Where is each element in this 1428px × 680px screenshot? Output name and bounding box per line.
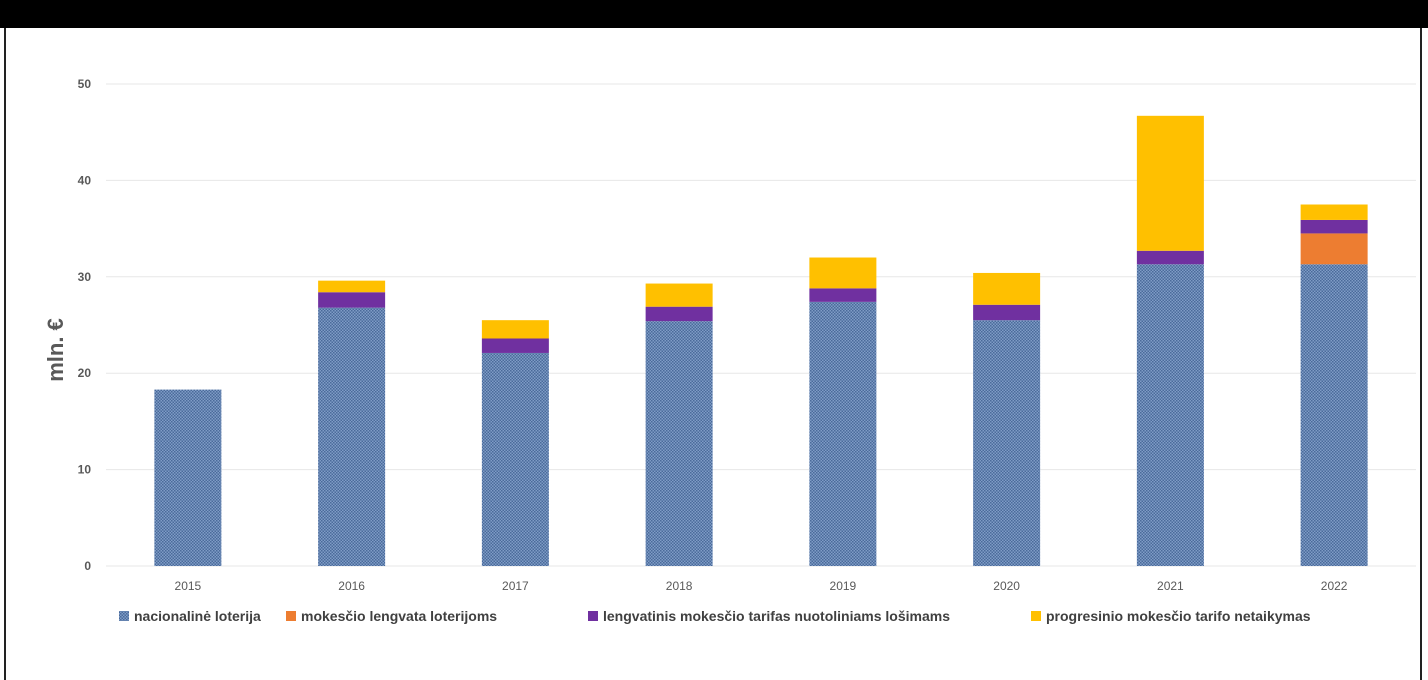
legend: nacionalinė loterija mokesčio lengvata lo… xyxy=(119,608,1311,624)
bar-segment xyxy=(481,352,549,566)
x-tick-label: 2015 xyxy=(175,579,202,593)
x-tick-label: 2022 xyxy=(1321,579,1348,593)
bar-segment xyxy=(645,321,713,566)
x-tick-label: 2017 xyxy=(502,579,529,593)
y-tick-label: 10 xyxy=(78,463,92,477)
bar-segment xyxy=(1300,219,1368,234)
bar-segment xyxy=(318,280,386,293)
legend-label: mokesčio lengvata loterijoms xyxy=(301,608,497,624)
x-tick-label: 2020 xyxy=(993,579,1020,593)
gridlines xyxy=(106,83,1416,567)
bar-segment xyxy=(1136,250,1204,265)
bar-segment xyxy=(1300,264,1368,566)
stacked-bar-chart: 0 10 20 30 40 50 2015 2016 2017 2018 2019 2020 2021… xyxy=(43,77,1416,624)
bar-segment xyxy=(973,304,1041,321)
bar-segment xyxy=(973,272,1041,305)
bar-segment xyxy=(645,283,713,307)
y-axis: 0 10 20 30 40 50 xyxy=(78,77,92,573)
x-axis: 2015 2016 2017 2018 2019 2020 2021 2022 xyxy=(175,579,1348,593)
bar-segment xyxy=(973,320,1041,566)
bar-segment xyxy=(1136,264,1204,566)
legend-label: progresinio mokesčio tarifo netaikymas xyxy=(1046,608,1311,624)
y-tick-label: 50 xyxy=(78,77,92,91)
bars xyxy=(154,115,1368,566)
legend-label: lengvatinis mokesčio tarifas nuotoliniam… xyxy=(603,608,950,624)
legend-swatch xyxy=(1031,611,1041,621)
y-tick-label: 20 xyxy=(78,366,92,380)
y-tick-label: 30 xyxy=(78,270,92,284)
x-tick-label: 2018 xyxy=(666,579,693,593)
bar-segment xyxy=(809,288,877,302)
bar-segment xyxy=(318,292,386,308)
x-tick-label: 2016 xyxy=(338,579,365,593)
bar-segment xyxy=(809,257,877,289)
x-tick-label: 2021 xyxy=(1157,579,1184,593)
bar-segment xyxy=(645,306,713,322)
legend-swatch xyxy=(286,611,296,621)
y-axis-label: mln. € xyxy=(43,318,68,382)
chart-frame: 0 10 20 30 40 50 2015 2016 2017 2018 2019 2020 2021… xyxy=(4,28,1422,680)
legend-label: nacionalinė loterija xyxy=(134,608,261,624)
bar-segment xyxy=(318,307,386,566)
bar-segment xyxy=(1300,204,1368,220)
bar-segment xyxy=(154,389,222,566)
bar-segment xyxy=(481,320,549,339)
bar-segment xyxy=(481,338,549,353)
bar-segment xyxy=(809,301,877,566)
legend-swatch xyxy=(588,611,598,621)
bar-segment xyxy=(1300,233,1368,265)
legend-swatch xyxy=(119,611,129,621)
header-bar xyxy=(0,0,1428,28)
bar-segment xyxy=(1136,115,1204,251)
y-tick-label: 0 xyxy=(84,559,91,573)
x-tick-label: 2019 xyxy=(830,579,857,593)
y-tick-label: 40 xyxy=(78,173,92,187)
